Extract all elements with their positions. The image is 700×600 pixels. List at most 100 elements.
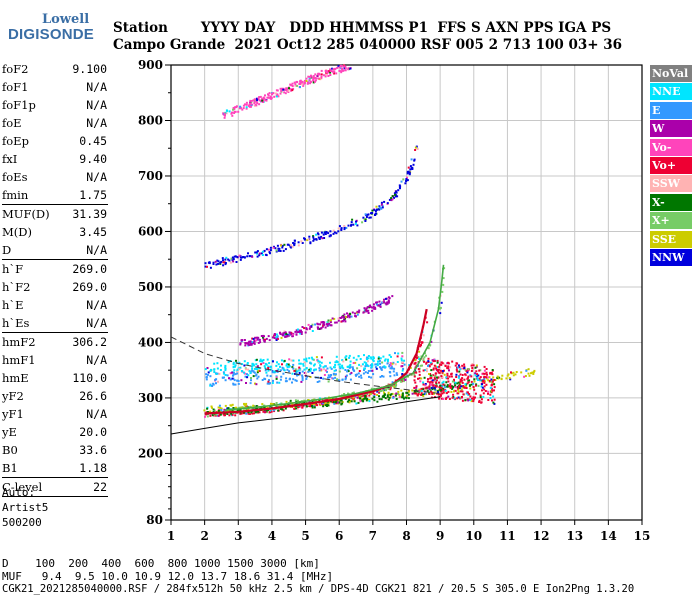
param-name: D (2, 243, 12, 257)
trace-point (260, 252, 263, 255)
trace-point (372, 360, 375, 362)
trace-point (258, 252, 261, 255)
trace-point (332, 232, 335, 235)
trace-point (404, 396, 407, 399)
trace-point (450, 375, 453, 378)
autoscale-info: Auto: Artist5 500200 (2, 485, 48, 530)
param-value: N/A (86, 116, 107, 130)
trace-point (475, 383, 478, 386)
trace-point (262, 410, 265, 413)
trace-point (267, 365, 270, 368)
trace-point (256, 338, 259, 341)
trace-point (232, 407, 235, 409)
trace-point (470, 400, 473, 403)
trace-point (241, 108, 244, 111)
trace-point (278, 381, 281, 384)
trace-point (378, 300, 381, 303)
x-tick-label: 9 (436, 529, 444, 543)
trace-point (394, 394, 397, 397)
param-row: D N/A (2, 241, 110, 259)
trace-point (285, 380, 288, 383)
trace-point (429, 373, 432, 375)
trace-point (479, 394, 482, 397)
trace-point (334, 321, 337, 324)
trace-point (283, 331, 286, 334)
trace-point (306, 239, 309, 242)
trace-point (236, 370, 239, 373)
trace-point (239, 366, 242, 369)
trace-point (438, 381, 440, 384)
trace-point (423, 360, 425, 363)
trace-point (233, 106, 236, 109)
trace-point (339, 367, 342, 370)
trace-point (456, 370, 459, 373)
trace-point (254, 411, 257, 414)
trace-point (451, 380, 454, 383)
trace-point (312, 81, 315, 84)
trace-point (217, 262, 220, 265)
trace-point (363, 361, 366, 364)
trace-point (349, 399, 352, 402)
trace-point (268, 92, 271, 95)
param-row: h`Es N/A (2, 314, 110, 332)
trace-point (244, 342, 247, 344)
trace-point (365, 399, 368, 402)
trace-point (427, 378, 429, 381)
trace-point (288, 365, 291, 368)
trace-point (245, 408, 248, 411)
trace-point (310, 356, 313, 359)
trace-point (460, 379, 463, 382)
param-value: 31.39 (72, 207, 107, 221)
trace-point (471, 368, 474, 371)
trace-point (257, 97, 260, 100)
trace-point (263, 97, 266, 100)
trace-point (329, 70, 332, 72)
trace-point (440, 363, 443, 366)
trace-point (223, 408, 226, 411)
trace-point (346, 316, 349, 318)
trace-point (297, 331, 300, 333)
trace-point (464, 373, 467, 376)
trace-point (444, 389, 447, 392)
trace-point (297, 241, 300, 244)
trace-point (490, 387, 493, 390)
trace-point (404, 378, 407, 381)
trace-point (391, 295, 394, 298)
trace-point (291, 372, 294, 375)
trace-point (414, 381, 417, 384)
trace-point (353, 400, 356, 403)
trace-point (383, 200, 386, 203)
trace-point (492, 376, 495, 379)
trace-point (379, 303, 382, 306)
trace-point (442, 283, 445, 286)
trace-point (273, 337, 276, 339)
trace-point (303, 368, 306, 371)
trace-point (425, 367, 428, 370)
trace-point (409, 165, 412, 168)
trace-point (219, 407, 222, 409)
trace-point (469, 374, 472, 377)
trace-point (299, 86, 301, 88)
trace-point (397, 390, 400, 393)
trace-point (436, 366, 439, 368)
trace-point (444, 391, 447, 394)
trace-point (367, 309, 370, 312)
trace-point (448, 375, 451, 378)
trace-point (412, 163, 415, 166)
trace-point (395, 392, 398, 395)
trace-point (468, 393, 471, 396)
trace-point (401, 361, 404, 364)
trace-point (349, 313, 352, 315)
trace-point (320, 75, 323, 78)
trace-point (418, 357, 421, 360)
trace-point (329, 71, 332, 74)
trace-point (378, 398, 381, 401)
trace-point (364, 308, 367, 311)
trace-point (301, 374, 304, 377)
trace-point (209, 384, 212, 387)
trace-point (488, 380, 491, 382)
trace-point (332, 71, 335, 74)
trace-point (523, 375, 526, 378)
y-tick-label: 800 (138, 113, 163, 127)
trace-point (244, 375, 247, 378)
